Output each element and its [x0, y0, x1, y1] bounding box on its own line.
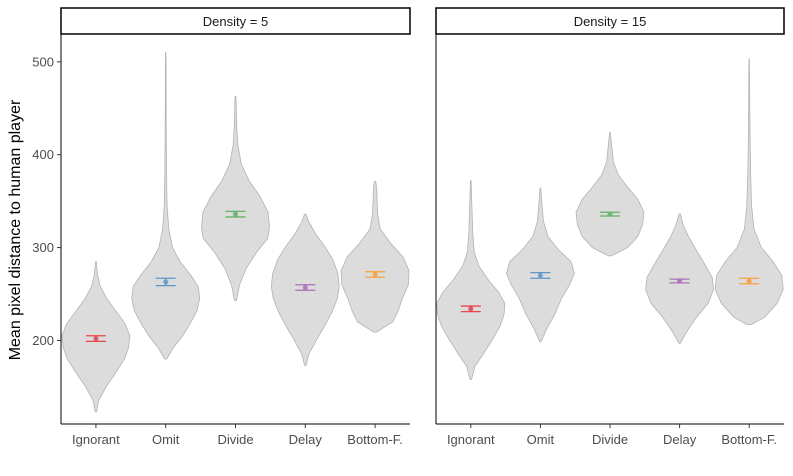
violin-bottomf: [714, 58, 784, 326]
x-tick-label: Divide: [592, 432, 628, 447]
panel-strip: [435, 7, 785, 35]
x-tick-label: Omit: [152, 432, 180, 447]
panel-density-15: Density = 15 Ignorant Omit Divide Delay Bott…: [435, 7, 785, 447]
violin-divide: [575, 131, 645, 257]
mean-point: [537, 272, 544, 279]
y-tick-label: 500: [32, 54, 54, 69]
violin-ignorant: [436, 180, 506, 380]
mean-point: [232, 211, 239, 217]
mean-point: [468, 306, 474, 312]
mean-point: [163, 279, 169, 285]
mean-point: [302, 284, 308, 291]
violin-divide: [201, 95, 270, 301]
plot-area: 200 300 400 500 Ignorant Omit Divide Delay Botto…: [32, 34, 410, 447]
violin-omit: [131, 52, 201, 360]
mean-point: [677, 278, 683, 284]
panel-strip: [60, 7, 411, 35]
x-tick-label: Delay: [663, 432, 697, 447]
x-tick-label: Divide: [217, 432, 253, 447]
mean-point: [746, 278, 752, 284]
mean-point: [607, 211, 613, 217]
x-tick-label: Ignorant: [72, 432, 120, 447]
x-tick-label: Bottom-F.: [721, 432, 777, 447]
x-tick-label: Omit: [527, 432, 555, 447]
y-tick-label: 400: [32, 147, 54, 162]
violin-bottomf: [340, 181, 410, 333]
x-tick-label: Ignorant: [447, 432, 495, 447]
x-tick-label: Delay: [289, 432, 323, 447]
mean-point: [372, 271, 378, 278]
x-tick-label: Bottom-F.: [347, 432, 403, 447]
violin-omit: [505, 187, 575, 342]
panel-strip-label: Density = 15: [574, 14, 647, 29]
y-tick-label: 200: [32, 333, 54, 348]
panel-strip-label: Density = 5: [203, 14, 268, 29]
mean-point: [93, 335, 99, 342]
y-tick-label: 300: [32, 240, 54, 255]
panel-density-5: Density = 5 200 300 400 500 Ignorant Omit Divi…: [32, 7, 411, 447]
y-axis-title: Mean pixel distance to human player: [7, 99, 24, 360]
plot-area: Ignorant Omit Divide Delay Bottom-F.: [435, 34, 784, 447]
